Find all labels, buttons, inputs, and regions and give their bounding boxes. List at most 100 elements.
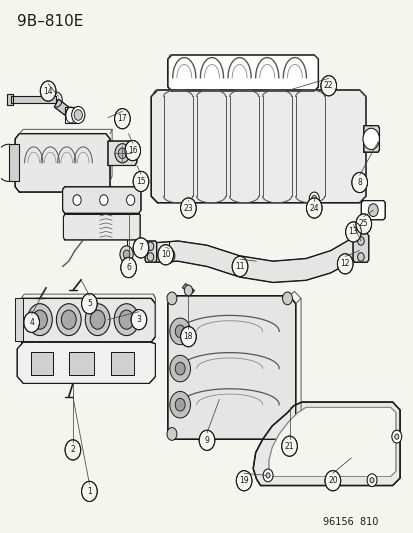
- Circle shape: [65, 440, 81, 460]
- Polygon shape: [167, 55, 318, 91]
- Circle shape: [24, 312, 39, 333]
- Text: 6: 6: [126, 263, 131, 272]
- Text: 11: 11: [235, 262, 244, 271]
- Circle shape: [73, 195, 81, 205]
- Text: 96156  810: 96156 810: [322, 517, 377, 527]
- Circle shape: [157, 245, 173, 265]
- Circle shape: [282, 292, 292, 305]
- Circle shape: [309, 192, 318, 205]
- Circle shape: [120, 246, 133, 263]
- Circle shape: [169, 391, 190, 418]
- Circle shape: [175, 398, 185, 411]
- Polygon shape: [352, 233, 368, 262]
- Circle shape: [169, 318, 190, 345]
- Circle shape: [369, 478, 373, 483]
- Polygon shape: [17, 298, 155, 342]
- Circle shape: [166, 427, 176, 440]
- Text: 3: 3: [136, 315, 141, 324]
- Polygon shape: [7, 94, 13, 106]
- Text: 14: 14: [43, 86, 53, 95]
- Circle shape: [100, 195, 108, 205]
- Circle shape: [175, 362, 185, 375]
- Circle shape: [357, 253, 363, 261]
- Text: 21: 21: [284, 442, 294, 451]
- Circle shape: [266, 473, 269, 478]
- Polygon shape: [15, 298, 23, 341]
- Circle shape: [85, 304, 110, 336]
- Circle shape: [81, 481, 97, 502]
- Circle shape: [281, 436, 297, 456]
- Polygon shape: [63, 214, 140, 240]
- Circle shape: [131, 310, 146, 330]
- Circle shape: [121, 257, 136, 278]
- Circle shape: [133, 238, 148, 258]
- Circle shape: [175, 325, 185, 338]
- Circle shape: [394, 434, 398, 439]
- Circle shape: [199, 430, 214, 450]
- Circle shape: [119, 310, 134, 329]
- Text: 17: 17: [117, 114, 127, 123]
- Circle shape: [169, 356, 190, 382]
- Text: 9: 9: [204, 436, 209, 445]
- Circle shape: [357, 237, 363, 245]
- Polygon shape: [62, 187, 141, 213]
- Text: 12: 12: [339, 260, 349, 268]
- Circle shape: [118, 148, 126, 159]
- Text: 1: 1: [87, 487, 92, 496]
- Text: 16: 16: [128, 146, 137, 155]
- Polygon shape: [69, 352, 93, 375]
- Circle shape: [147, 253, 153, 261]
- Circle shape: [27, 304, 52, 336]
- Polygon shape: [108, 141, 137, 165]
- Polygon shape: [64, 107, 77, 123]
- Text: 4: 4: [29, 318, 34, 327]
- Circle shape: [147, 242, 153, 251]
- Text: 9B–810E: 9B–810E: [17, 14, 83, 29]
- Circle shape: [114, 109, 130, 129]
- Text: 20: 20: [327, 477, 337, 485]
- Polygon shape: [9, 144, 19, 181]
- Circle shape: [115, 144, 130, 163]
- Circle shape: [311, 195, 316, 201]
- Circle shape: [263, 469, 272, 482]
- Circle shape: [232, 256, 247, 277]
- Polygon shape: [31, 352, 53, 375]
- Text: 7: 7: [138, 244, 143, 253]
- Circle shape: [114, 304, 139, 336]
- Circle shape: [184, 285, 192, 296]
- Circle shape: [74, 110, 82, 120]
- Text: 24: 24: [309, 204, 318, 213]
- Circle shape: [125, 141, 140, 161]
- Polygon shape: [182, 284, 194, 293]
- Text: 5: 5: [87, 299, 92, 308]
- Circle shape: [337, 254, 352, 274]
- Polygon shape: [253, 402, 399, 486]
- Circle shape: [355, 214, 371, 234]
- Circle shape: [282, 427, 292, 440]
- Circle shape: [368, 204, 377, 216]
- Circle shape: [236, 471, 252, 491]
- Text: 19: 19: [239, 477, 248, 485]
- Circle shape: [61, 310, 76, 329]
- Text: 2: 2: [70, 446, 75, 455]
- Text: 13: 13: [348, 228, 357, 237]
- Text: 22: 22: [323, 81, 332, 90]
- Polygon shape: [268, 407, 395, 477]
- Polygon shape: [363, 126, 379, 152]
- Polygon shape: [151, 90, 365, 203]
- Polygon shape: [167, 296, 295, 439]
- Text: 15: 15: [136, 177, 145, 186]
- Circle shape: [56, 304, 81, 336]
- Polygon shape: [15, 134, 110, 192]
- Circle shape: [32, 310, 47, 329]
- Polygon shape: [11, 96, 56, 103]
- Polygon shape: [17, 342, 155, 383]
- Polygon shape: [156, 236, 355, 282]
- Circle shape: [345, 222, 361, 242]
- Circle shape: [351, 172, 367, 192]
- Circle shape: [391, 430, 401, 443]
- Circle shape: [180, 327, 196, 347]
- Circle shape: [180, 198, 196, 218]
- Text: 25: 25: [358, 220, 368, 229]
- Text: 18: 18: [183, 332, 193, 341]
